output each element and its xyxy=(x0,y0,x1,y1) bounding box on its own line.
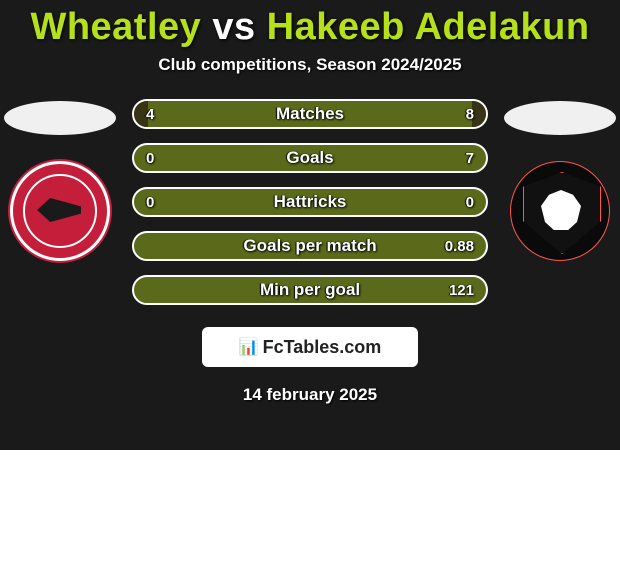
stat-label: Goals per match xyxy=(134,236,486,256)
title-left: Wheatley xyxy=(30,6,201,48)
right-player-photo-placeholder xyxy=(504,101,616,135)
left-player-column xyxy=(0,99,120,261)
right-club-crest-icon xyxy=(510,161,610,261)
card-title: Wheatley vs Hakeeb Adelakun xyxy=(0,0,620,49)
stat-bar: 48Matches xyxy=(132,99,488,129)
stat-label: Goals xyxy=(134,148,486,168)
left-player-photo-placeholder xyxy=(4,101,116,135)
card-subtitle: Club competitions, Season 2024/2025 xyxy=(0,55,620,75)
compare-area: 48Matches 07Goals 00Hattricks 0.88Goals per… xyxy=(0,99,620,305)
stat-bar: 00Hattricks xyxy=(132,187,488,217)
generated-date: 14 february 2025 xyxy=(0,385,620,405)
right-player-column xyxy=(500,99,620,261)
title-right: Hakeeb Adelakun xyxy=(267,6,590,48)
brand-text: FcTables.com xyxy=(263,337,382,358)
stat-bar: 0.88Goals per match xyxy=(132,231,488,261)
blank-footer xyxy=(0,450,620,580)
brand-pill[interactable]: 📊 FcTables.com xyxy=(202,327,418,367)
stat-label: Min per goal xyxy=(134,280,486,300)
stat-bars: 48Matches 07Goals 00Hattricks 0.88Goals per… xyxy=(120,99,500,305)
stat-label: Matches xyxy=(134,104,486,124)
stat-bar: 07Goals xyxy=(132,143,488,173)
stat-bar: 121Min per goal xyxy=(132,275,488,305)
title-vs: vs xyxy=(201,6,266,48)
comparison-card: Wheatley vs Hakeeb Adelakun Club competi… xyxy=(0,0,620,450)
left-club-crest-icon xyxy=(10,161,110,261)
brand-chart-icon: 📊 xyxy=(239,337,259,357)
stat-label: Hattricks xyxy=(134,192,486,212)
